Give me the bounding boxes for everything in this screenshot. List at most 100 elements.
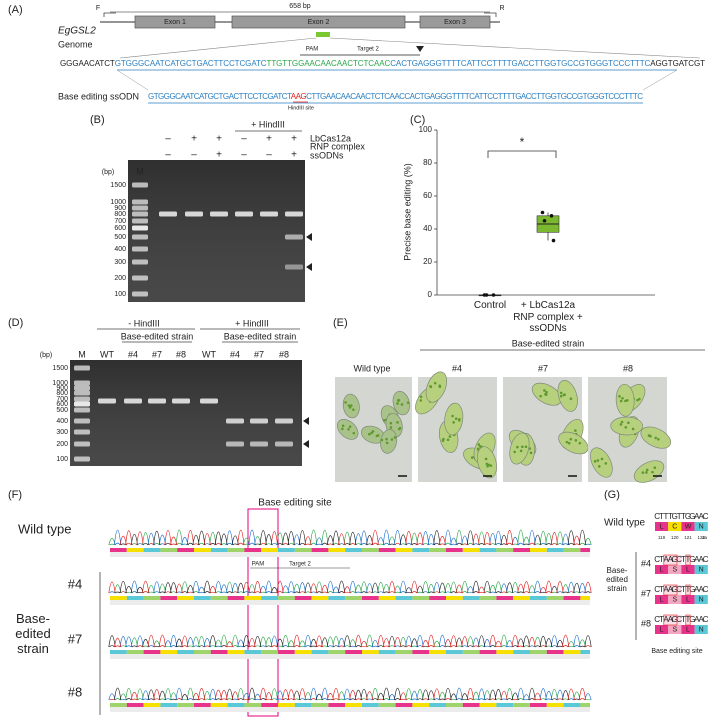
codon <box>429 650 446 654</box>
chloroplast <box>429 385 433 389</box>
codon <box>311 596 329 600</box>
ladder-label: 600 <box>114 225 126 232</box>
y-tick-label: 100 <box>419 125 433 134</box>
clone-label: #7 <box>641 588 651 598</box>
target-mark <box>316 32 330 37</box>
codon <box>429 703 446 707</box>
chloroplast <box>528 447 532 450</box>
chloroplast <box>433 381 437 385</box>
trace <box>108 635 592 648</box>
position: 120 <box>671 535 679 540</box>
ssodn-sequence: GTGGGCAATCATGCTGACTTCCTCGATCTAAGCTTGAACA… <box>148 92 643 101</box>
base: A <box>699 585 705 594</box>
codon <box>446 548 463 552</box>
codon <box>530 548 547 552</box>
codon <box>194 650 211 654</box>
base: T <box>677 512 682 521</box>
chloroplast <box>627 421 630 425</box>
codon <box>311 548 329 552</box>
chloroplast <box>563 393 566 396</box>
aa-block <box>681 522 695 531</box>
codon <box>278 703 295 707</box>
aa-block <box>694 595 708 604</box>
codon <box>110 703 127 707</box>
gel-band <box>226 418 244 424</box>
cell <box>557 380 578 412</box>
label: PAM <box>306 47 319 53</box>
ladder-label: 900 <box>56 385 68 392</box>
amino-acid: L <box>686 566 690 573</box>
chloroplast <box>341 427 344 431</box>
chloroplast <box>654 436 658 440</box>
gel-band <box>275 441 293 447</box>
chloroplast <box>621 396 624 400</box>
primer-arrow <box>484 12 497 17</box>
label: PAM <box>252 562 265 568</box>
y-tick-label: 40 <box>423 224 432 233</box>
codon <box>345 650 362 654</box>
base: T <box>686 555 691 564</box>
gel-band <box>132 291 148 297</box>
chloroplast <box>396 402 399 405</box>
gel-band <box>74 407 90 413</box>
base: A <box>699 555 705 564</box>
base: C <box>654 512 660 521</box>
codon <box>194 596 211 600</box>
ladder-label: 300 <box>114 259 126 266</box>
amino-acid: N <box>699 626 704 633</box>
chloroplast <box>477 443 481 446</box>
position: 119 <box>658 535 666 540</box>
chloroplast <box>604 462 608 465</box>
codon <box>294 548 312 552</box>
chloroplast <box>390 438 394 441</box>
codon <box>412 548 430 552</box>
ladder-label: 800 <box>114 211 126 218</box>
codon <box>462 548 480 552</box>
label: Wild type <box>18 521 71 536</box>
codon <box>278 548 295 552</box>
chloroplast <box>396 421 399 424</box>
amino-acid: L <box>686 626 690 633</box>
sequence-segment: TTGTTGGAACAACAACTCTCAAC <box>267 59 391 68</box>
ladder-label: 1500 <box>52 365 68 372</box>
codon <box>546 703 564 707</box>
gel-band <box>285 234 303 240</box>
exon-label: Exon 1 <box>164 19 186 26</box>
edit-box <box>663 614 678 626</box>
amino-acid: W <box>685 523 692 530</box>
label: HindIII site <box>288 105 314 111</box>
edit-shade <box>668 555 673 574</box>
sequence-segment: CTTGAACAACAACTCTCAACCACTGAGGGTTTTCATTCCT… <box>306 92 643 101</box>
chloroplast <box>368 432 371 436</box>
edit-shade <box>672 615 677 634</box>
codon <box>345 596 362 600</box>
exon <box>134 15 216 29</box>
gel-band <box>185 211 203 217</box>
codon <box>177 650 194 654</box>
chloroplast <box>389 421 393 425</box>
sign: + <box>191 134 197 145</box>
codon <box>530 703 547 707</box>
chloroplast <box>569 437 573 441</box>
codon <box>513 596 530 600</box>
gel-band <box>132 205 148 211</box>
chloroplast <box>565 440 569 444</box>
chloroplast <box>442 437 445 441</box>
chloroplast <box>619 423 623 426</box>
ladder-label: 500 <box>114 234 126 241</box>
edit-shade <box>663 585 669 604</box>
gel-band <box>226 441 244 447</box>
edit-shade <box>663 555 669 574</box>
chloroplast <box>559 394 563 398</box>
label: + HindIII <box>235 318 269 328</box>
chloroplast <box>544 393 548 396</box>
chloroplast <box>651 470 654 474</box>
codon <box>227 650 245 654</box>
sequence-segment: CACTGAGGGTTTTCATTCCTTTTGACCTTGGTGCCGTGGG… <box>390 59 650 68</box>
codon <box>294 596 312 600</box>
panel-label: (G) <box>604 489 620 501</box>
sign: + <box>291 134 297 145</box>
chloroplast <box>347 404 351 407</box>
chloroplast <box>451 414 454 418</box>
sign: – <box>191 150 197 161</box>
